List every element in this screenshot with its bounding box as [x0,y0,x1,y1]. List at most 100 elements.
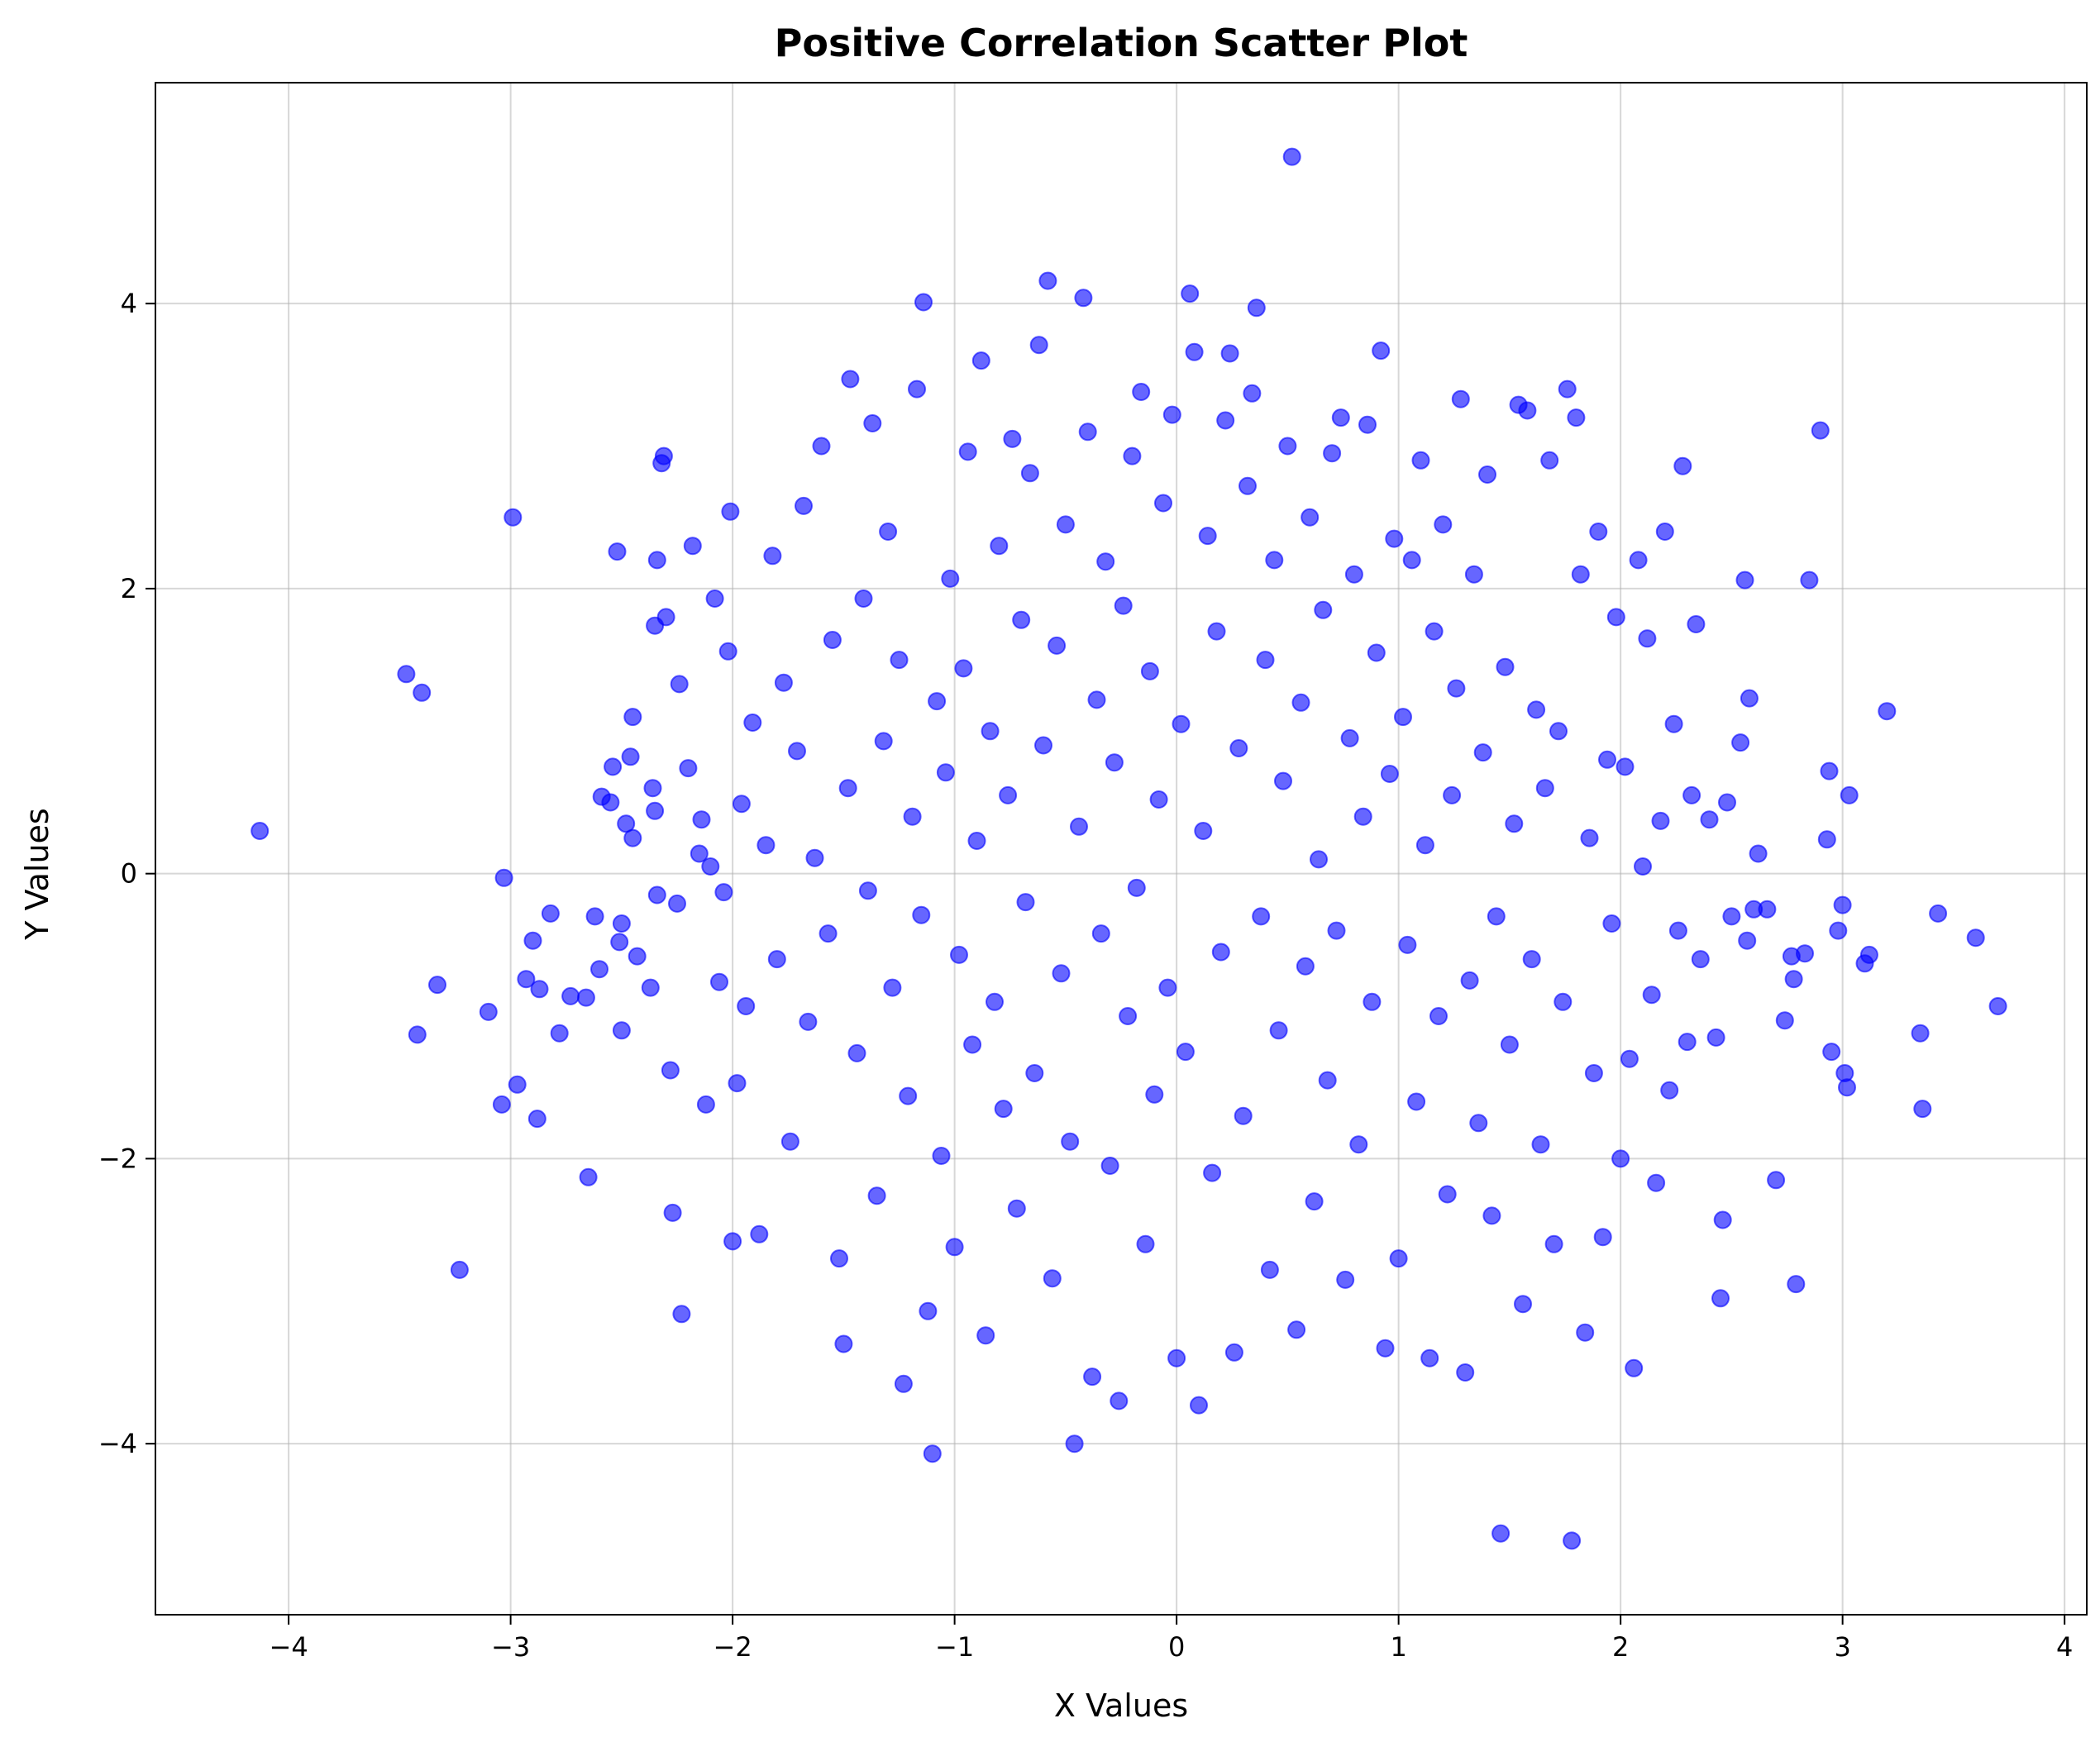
scatter-point [986,992,1004,1011]
scatter-point [1749,844,1768,863]
scatter-point [1114,596,1133,615]
scatter-point [1634,857,1652,876]
x-tick-label: −2 [714,1631,752,1663]
scatter-point [1296,957,1315,976]
scatter-point [967,832,986,850]
scatter-point [874,732,893,751]
scatter-point [1469,1114,1488,1133]
scatter-point [1243,384,1262,403]
scatter-point [1007,1199,1026,1218]
scatter-point [1678,1033,1697,1052]
scatter-point [612,914,631,933]
scatter-point [1576,1323,1595,1342]
scatter-point [999,785,1018,804]
scatter-point [428,976,446,995]
scatter-point [679,759,698,778]
scatter-point [1029,336,1048,355]
scatter-point [1207,622,1226,641]
scatter-point [1247,298,1266,317]
scatter-point [508,1075,527,1094]
scatter-point [1087,690,1106,709]
scatter-point [621,747,640,766]
scatter-point [523,931,542,950]
scatter-point [976,1326,995,1345]
scatter-point [1911,1024,1930,1043]
scatter-point [1711,1289,1730,1308]
scatter-point [1119,1007,1138,1025]
scatter-point [450,1260,469,1279]
scatter-point [397,665,416,684]
scatter-point [1038,271,1057,290]
scatter-point [1505,814,1524,833]
scatter-point [1722,907,1741,926]
scatter-point [1194,822,1213,840]
scatter-point [1647,1173,1666,1192]
scatter-point [1282,147,1301,166]
scatter-point [1398,935,1417,954]
scatter-point [692,810,711,829]
scatter-point [668,894,686,913]
scatter-point [1211,943,1230,962]
scatter-point [641,978,660,997]
scatter-point [1443,785,1462,804]
scatter-point [672,1305,691,1324]
scatter-point [527,1110,546,1129]
scatter-point [1127,878,1146,897]
scatter-point [932,1147,951,1165]
scatter-point [914,293,933,312]
scatter-point [1514,1295,1532,1314]
scatter-point [883,978,902,997]
scatter-point [1738,931,1757,950]
scatter-point [1464,565,1483,584]
scatter-point [1349,1135,1368,1154]
scatter-point [1988,997,2007,1015]
scatter-point [858,881,877,900]
scatter-point [1478,465,1496,484]
scatter-point [1096,552,1115,571]
scatter-point [903,807,922,826]
x-tick-label: −4 [270,1631,308,1663]
scatter-point [838,779,857,798]
scatter-point [981,722,1000,741]
scatter-point [608,542,627,561]
scatter-point [971,351,990,370]
scatter-point [1527,700,1546,719]
scatter-point [714,883,733,902]
scatter-point [1518,401,1537,420]
scatter-point [1278,437,1297,456]
scatter-point [623,828,642,847]
scatter-point [654,446,673,465]
scatter-point [492,1095,511,1114]
scatter-point [1668,921,1687,940]
scatter-point [812,437,831,456]
scatter-point [643,779,662,798]
scatter-point [1642,986,1661,1005]
scatter-point [1336,1270,1355,1289]
scatter-point [1181,284,1200,303]
scatter-point [690,844,709,863]
scatter-point [646,801,665,820]
scatter-point [251,822,270,840]
scatter-point [1389,1249,1408,1268]
x-tick-label: −3 [491,1631,530,1663]
scatter-point [994,1100,1013,1119]
scatter-point [1718,793,1736,812]
scatter-point [683,537,702,556]
scatter-point [1034,736,1052,755]
scatter-point [661,1061,680,1080]
scatter-point [576,988,595,1007]
scatter-point [1415,836,1434,855]
scatter-point [732,795,751,814]
scatter-point [1580,828,1599,847]
scatter-point [408,1025,427,1044]
scatter-point [1158,978,1177,997]
scatter-point [1048,636,1067,655]
scatter-point [1820,761,1839,780]
scatter-point [1629,551,1648,570]
scatter-point [1136,1234,1155,1253]
scatter-point [1817,830,1836,849]
scatter-point [1913,1100,1932,1119]
scatter-point [1385,529,1404,548]
scatter-point [1301,508,1320,527]
scatter-points [251,147,2007,1550]
